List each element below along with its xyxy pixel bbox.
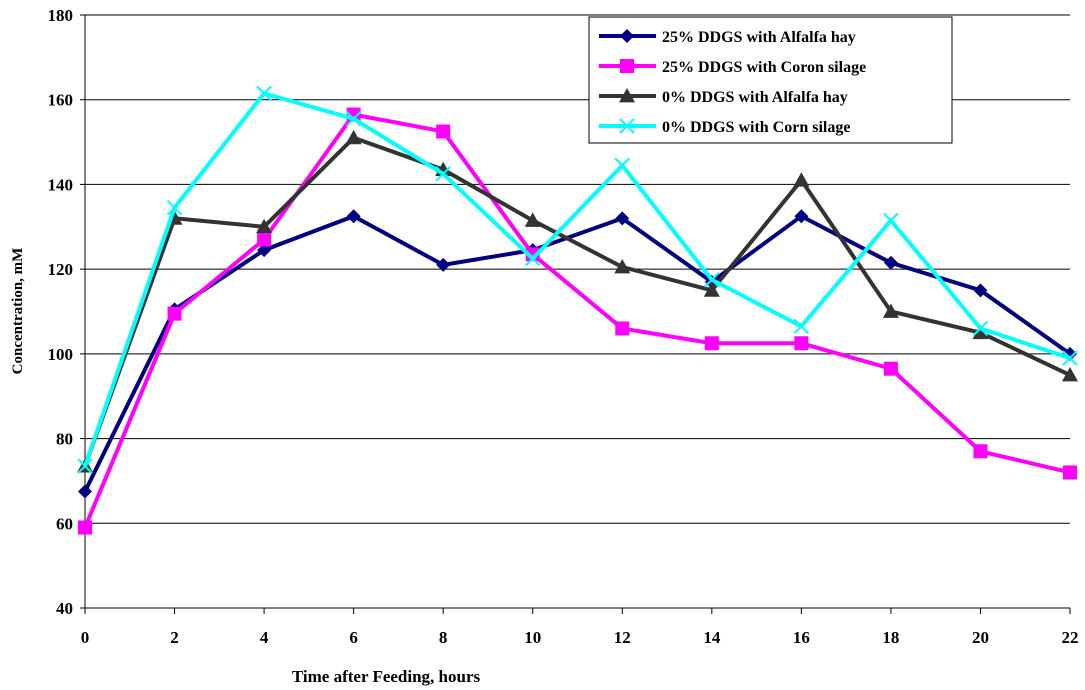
data-point bbox=[78, 484, 92, 499]
data-point bbox=[167, 306, 182, 321]
data-point bbox=[793, 318, 810, 335]
series-line-2 bbox=[83, 112, 1071, 529]
data-point bbox=[345, 129, 362, 145]
x-tick-label: 12 bbox=[614, 628, 631, 647]
marker-stroke bbox=[256, 85, 272, 102]
legend-label: 0% DDGS with Corn silage bbox=[662, 119, 850, 136]
y-tick-label: 140 bbox=[48, 175, 74, 194]
data-point bbox=[704, 272, 720, 288]
data-point bbox=[615, 211, 630, 226]
data-point bbox=[614, 157, 630, 174]
data-point bbox=[256, 218, 273, 234]
data-point bbox=[436, 124, 451, 139]
data-point bbox=[436, 257, 451, 272]
marker-stroke bbox=[166, 200, 183, 216]
x-tick-label: 22 bbox=[1062, 628, 1079, 647]
gridlines bbox=[85, 14, 1070, 524]
marker-stroke bbox=[435, 166, 451, 182]
data-point bbox=[257, 243, 272, 258]
marker-stroke bbox=[614, 157, 630, 174]
legend-swatch-marker bbox=[619, 88, 635, 103]
series-markers-4 bbox=[77, 85, 1078, 474]
data-point bbox=[257, 232, 272, 247]
x-tick-label: 8 bbox=[439, 628, 448, 647]
y-tick-label: 60 bbox=[56, 514, 73, 533]
data-point bbox=[704, 336, 719, 351]
x-axis-title: Time after Feeding, hours bbox=[292, 667, 481, 686]
marker-stroke bbox=[883, 212, 899, 229]
data-point bbox=[525, 250, 541, 267]
series-group bbox=[77, 85, 1078, 535]
data-point bbox=[524, 212, 541, 227]
data-point bbox=[345, 111, 362, 127]
y-tick-label: 80 bbox=[56, 430, 73, 449]
series-line-4 bbox=[83, 91, 1071, 467]
legend: 25% DDGS with Alfalfa hay 25% DDGS with C… bbox=[588, 16, 953, 144]
data-point bbox=[1062, 350, 1078, 366]
x-tick-label: 4 bbox=[260, 628, 269, 647]
y-tick-label: 180 bbox=[48, 6, 74, 25]
data-point bbox=[346, 209, 361, 224]
legend-label: 25% DDGS with Coron silage bbox=[662, 59, 866, 76]
marker-stroke bbox=[345, 111, 362, 127]
y-tick-label: 160 bbox=[48, 91, 74, 110]
series-markers-3 bbox=[77, 129, 1078, 473]
x-tick-label: 14 bbox=[703, 628, 721, 647]
data-point bbox=[972, 324, 989, 340]
x-tick-label: 20 bbox=[972, 628, 989, 647]
data-point bbox=[166, 200, 183, 216]
data-point bbox=[972, 320, 989, 337]
data-point bbox=[77, 458, 93, 474]
data-point bbox=[78, 520, 92, 535]
data-point bbox=[793, 172, 810, 187]
data-point bbox=[794, 336, 809, 351]
x-tick-label: 2 bbox=[170, 628, 179, 647]
marker-stroke bbox=[704, 272, 720, 288]
y-axis-title: Concentration, mM bbox=[10, 248, 26, 375]
data-point bbox=[973, 444, 988, 459]
x-tick-label: 6 bbox=[349, 628, 358, 647]
marker-stroke bbox=[525, 250, 541, 267]
data-point bbox=[256, 85, 272, 102]
axes: 40 60 80 100 120 140 160 180 0 2 4 6 8 10 12 14 16 18 20 22 bbox=[48, 6, 1079, 647]
data-point bbox=[1063, 465, 1077, 480]
x-tick-label: 10 bbox=[524, 628, 541, 647]
data-point bbox=[882, 303, 899, 318]
data-point bbox=[883, 255, 898, 270]
data-point bbox=[1062, 367, 1078, 382]
data-point bbox=[614, 259, 631, 274]
series-line-1 bbox=[83, 213, 1072, 493]
legend-swatch-marker bbox=[619, 118, 635, 134]
data-point bbox=[615, 321, 630, 336]
data-point bbox=[794, 209, 809, 224]
legend-swatch-marker bbox=[620, 59, 634, 73]
data-point bbox=[973, 283, 988, 298]
marker-stroke bbox=[77, 458, 93, 474]
y-tick-label: 40 bbox=[56, 599, 73, 618]
legend-swatch-marker bbox=[620, 29, 634, 43]
data-point bbox=[703, 282, 720, 297]
marker-stroke bbox=[972, 320, 989, 337]
y-tick-label: 100 bbox=[48, 345, 74, 364]
series-line-3 bbox=[83, 135, 1071, 467]
marker-stroke bbox=[793, 318, 810, 335]
x-tick-label: 0 bbox=[81, 628, 90, 647]
x-tick-label: 18 bbox=[882, 628, 899, 647]
x-tick-label: 16 bbox=[793, 628, 810, 647]
data-point bbox=[883, 212, 899, 229]
y-tick-label: 120 bbox=[48, 260, 74, 279]
legend-label: 25% DDGS with Alfalfa hay bbox=[662, 29, 856, 46]
marker-stroke bbox=[1062, 350, 1078, 366]
data-point bbox=[883, 361, 898, 376]
data-point bbox=[435, 166, 451, 182]
legend-label: 0% DDGS with Alfalfa hay bbox=[662, 89, 848, 106]
marker-stroke bbox=[619, 118, 635, 134]
